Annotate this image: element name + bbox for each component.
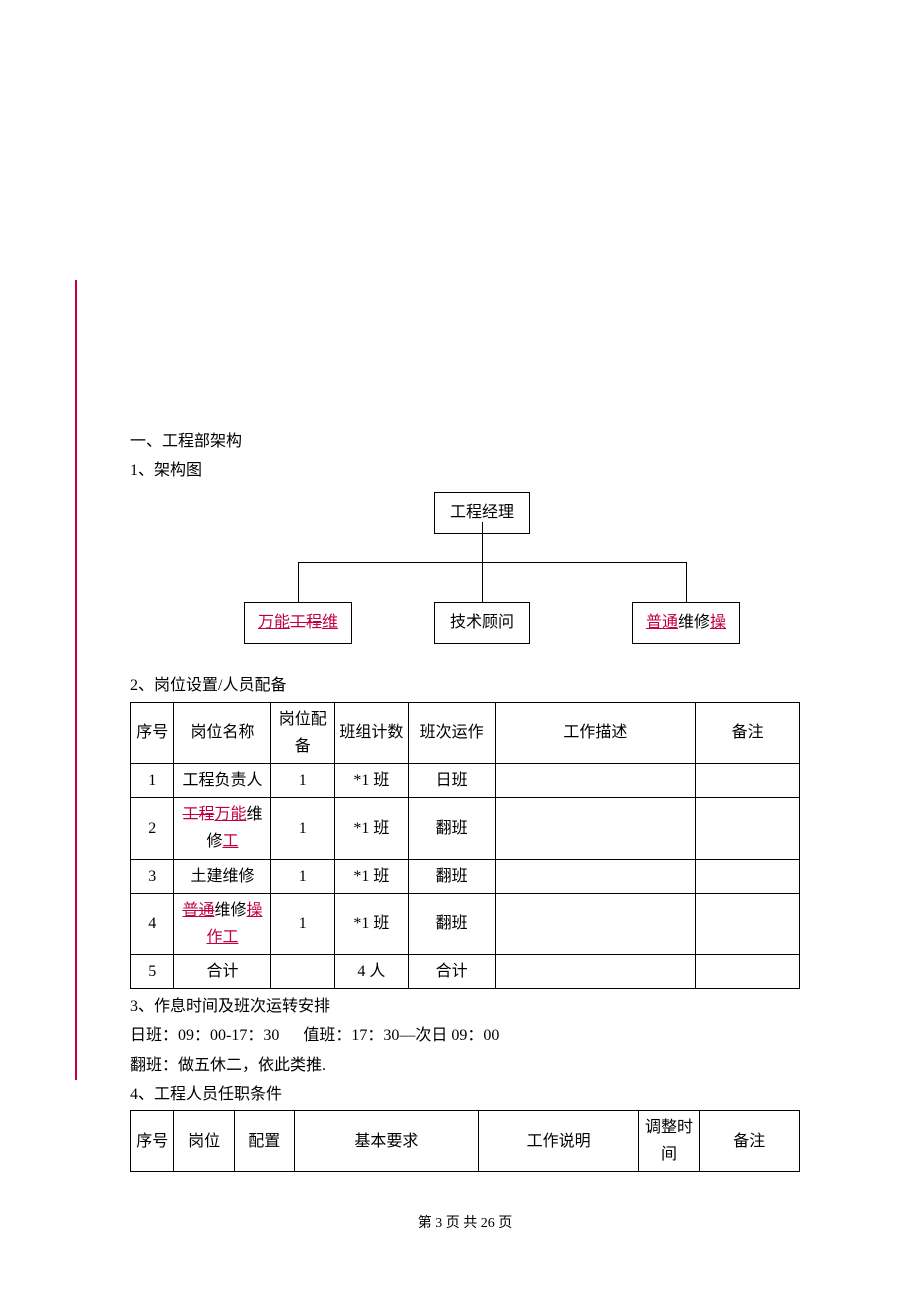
- heading-section-1: 一、工程部架构: [130, 428, 800, 455]
- table1-cell: [495, 798, 696, 859]
- staffing-table: 序号岗位名称岗位配备班组计数班次运作工作描述备注1工程负责人1*1 班日班2工程…: [130, 702, 800, 990]
- table1-header-3: 班组计数: [335, 702, 409, 763]
- footer-prefix: 第: [418, 1216, 436, 1231]
- table2-header-5: 调整时间: [639, 1111, 699, 1172]
- heading-1-2: 2、岗位设置/人员配备: [130, 672, 800, 699]
- table1-cell: 工程负责人: [174, 763, 271, 797]
- table1-cell: 1: [271, 893, 335, 954]
- table1-cell: 1: [271, 763, 335, 797]
- footer-mid: 页 共: [442, 1216, 481, 1231]
- duty-shift: 值班：17：30—次日 09：00: [303, 1027, 499, 1044]
- table1-cell: 土建维修: [174, 859, 271, 893]
- org-connector-hbar: [298, 562, 686, 563]
- schedule-line-1: 日班：09：00-17：30 值班：17：30—次日 09：00: [130, 1022, 800, 1049]
- table1-cell: [495, 955, 696, 989]
- table1-header-2: 岗位配备: [271, 702, 335, 763]
- table1-cell: 1: [271, 798, 335, 859]
- footer-suffix: 页: [495, 1216, 513, 1231]
- heading-1-1: 1、架构图: [130, 457, 800, 484]
- table1-cell: [696, 893, 800, 954]
- org-connector-c3_down: [686, 562, 687, 602]
- day-shift: 日班：09：00-17：30: [130, 1027, 279, 1044]
- table1-cell: [495, 859, 696, 893]
- heading-1-3: 3、作息时间及班次运转安排: [130, 993, 800, 1020]
- table2-header-2: 配置: [234, 1111, 294, 1172]
- table-row: 4普通维修操作工1*1 班翻班: [131, 893, 800, 954]
- table1-cell: 合计: [408, 955, 495, 989]
- table1-cell: [696, 798, 800, 859]
- org-connector-root_down: [482, 522, 483, 562]
- table1-header-0: 序号: [131, 702, 174, 763]
- table-row: 5合计4 人合计: [131, 955, 800, 989]
- table1-cell: [495, 763, 696, 797]
- org-node-child1: 万能工程维: [244, 602, 352, 643]
- table1-cell: [696, 763, 800, 797]
- table1-header-5: 工作描述: [495, 702, 696, 763]
- page-content: 一、工程部架构 1、架构图 工程经理万能工程维技术顾问普通维修操 2、岗位设置/…: [130, 0, 800, 1236]
- table1-cell: 1: [271, 859, 335, 893]
- table1-cell: *1 班: [335, 763, 409, 797]
- schedule-line-2: 翻班：做五休二，依此类推.: [130, 1052, 800, 1079]
- table1-header-6: 备注: [696, 702, 800, 763]
- table1-cell: 3: [131, 859, 174, 893]
- table1-cell: [696, 955, 800, 989]
- document-page: 一、工程部架构 1、架构图 工程经理万能工程维技术顾问普通维修操 2、岗位设置/…: [0, 0, 920, 1296]
- table1-cell: 翻班: [408, 859, 495, 893]
- table1-cell: *1 班: [335, 859, 409, 893]
- org-node-child3: 普通维修操: [632, 602, 740, 643]
- table-row: 1工程负责人1*1 班日班: [131, 763, 800, 797]
- page-footer: 第 3 页 共 26 页: [130, 1176, 800, 1236]
- revision-bar: [75, 280, 77, 1080]
- org-connector-c2_down: [482, 562, 483, 602]
- table2-header-4: 工作说明: [478, 1111, 639, 1172]
- table1-cell: 合计: [174, 955, 271, 989]
- org-node-child2: 技术顾问: [434, 602, 530, 643]
- table1-header-1: 岗位名称: [174, 702, 271, 763]
- table1-cell: 普通维修操作工: [174, 893, 271, 954]
- table1-cell: 2: [131, 798, 174, 859]
- table1-header-4: 班次运作: [408, 702, 495, 763]
- table1-cell: [271, 955, 335, 989]
- org-connector-c1_down: [298, 562, 299, 602]
- table1-cell: 4: [131, 893, 174, 954]
- qualification-table: 序号岗位配置基本要求工作说明调整时间备注: [130, 1110, 800, 1172]
- table1-cell: 工程万能维修工: [174, 798, 271, 859]
- org-chart: 工程经理万能工程维技术顾问普通维修操: [130, 492, 800, 652]
- table1-cell: [696, 859, 800, 893]
- table1-cell: 翻班: [408, 798, 495, 859]
- table2-header-1: 岗位: [174, 1111, 234, 1172]
- table2-header-6: 备注: [699, 1111, 799, 1172]
- table1-cell: 翻班: [408, 893, 495, 954]
- heading-1-4: 4、工程人员任职条件: [130, 1081, 800, 1108]
- table1-cell: *1 班: [335, 798, 409, 859]
- footer-total-pages: 26: [481, 1216, 495, 1231]
- table-row: 2工程万能维修工1*1 班翻班: [131, 798, 800, 859]
- table1-cell: 日班: [408, 763, 495, 797]
- table1-cell: *1 班: [335, 893, 409, 954]
- table1-cell: 1: [131, 763, 174, 797]
- table1-cell: 4 人: [335, 955, 409, 989]
- table-row: 3土建维修1*1 班翻班: [131, 859, 800, 893]
- table2-header-0: 序号: [131, 1111, 174, 1172]
- table1-cell: [495, 893, 696, 954]
- table1-cell: 5: [131, 955, 174, 989]
- table2-header-3: 基本要求: [294, 1111, 478, 1172]
